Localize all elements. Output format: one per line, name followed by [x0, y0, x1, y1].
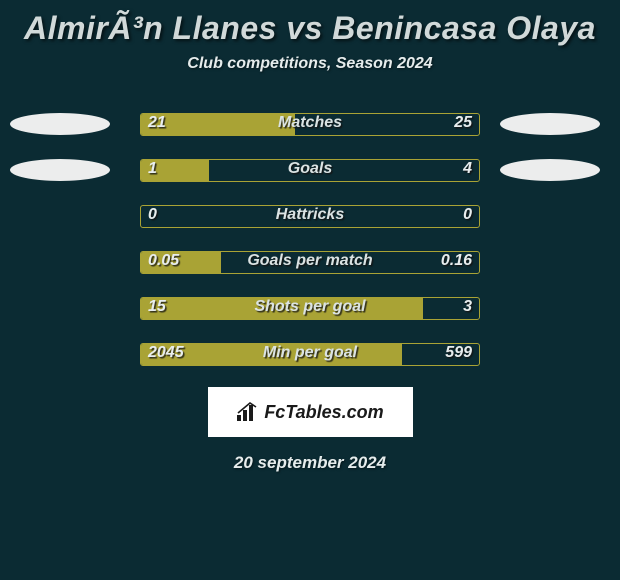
logo-text: FcTables.com [264, 402, 383, 423]
page-title: AlmirÃ³n Llanes vs Benincasa Olaya [0, 6, 620, 55]
stat-label: Min per goal [140, 344, 480, 362]
stat-row: 15Shots per goal3 [0, 293, 620, 323]
value-right: 4 [463, 160, 472, 178]
chart-icon [236, 401, 260, 423]
stat-row: 1Goals4 [0, 155, 620, 185]
avatar-left [10, 159, 110, 181]
stat-row: 2045Min per goal599 [0, 339, 620, 369]
avatar-right [500, 113, 600, 135]
value-right: 0 [463, 206, 472, 224]
stat-label: Goals [140, 160, 480, 178]
stat-row: 0.05Goals per match0.16 [0, 247, 620, 277]
avatar-right [500, 159, 600, 181]
stat-row: 0Hattricks0 [0, 201, 620, 231]
stat-label: Matches [140, 114, 480, 132]
value-right: 3 [463, 298, 472, 316]
stats-rows: 21Matches25 1Goals4 0Hattricks0 0.05Goals p… [0, 109, 620, 369]
stat-label: Shots per goal [140, 298, 480, 316]
logo-box: FcTables.com [208, 387, 413, 437]
avatar-left [10, 113, 110, 135]
stat-label: Goals per match [140, 252, 480, 270]
value-right: 599 [445, 344, 472, 362]
stat-row: 21Matches25 [0, 109, 620, 139]
date: 20 september 2024 [0, 453, 620, 473]
value-right: 25 [454, 114, 472, 132]
value-right: 0.16 [441, 252, 472, 270]
subtitle: Club competitions, Season 2024 [0, 55, 620, 73]
stat-label: Hattricks [140, 206, 480, 224]
